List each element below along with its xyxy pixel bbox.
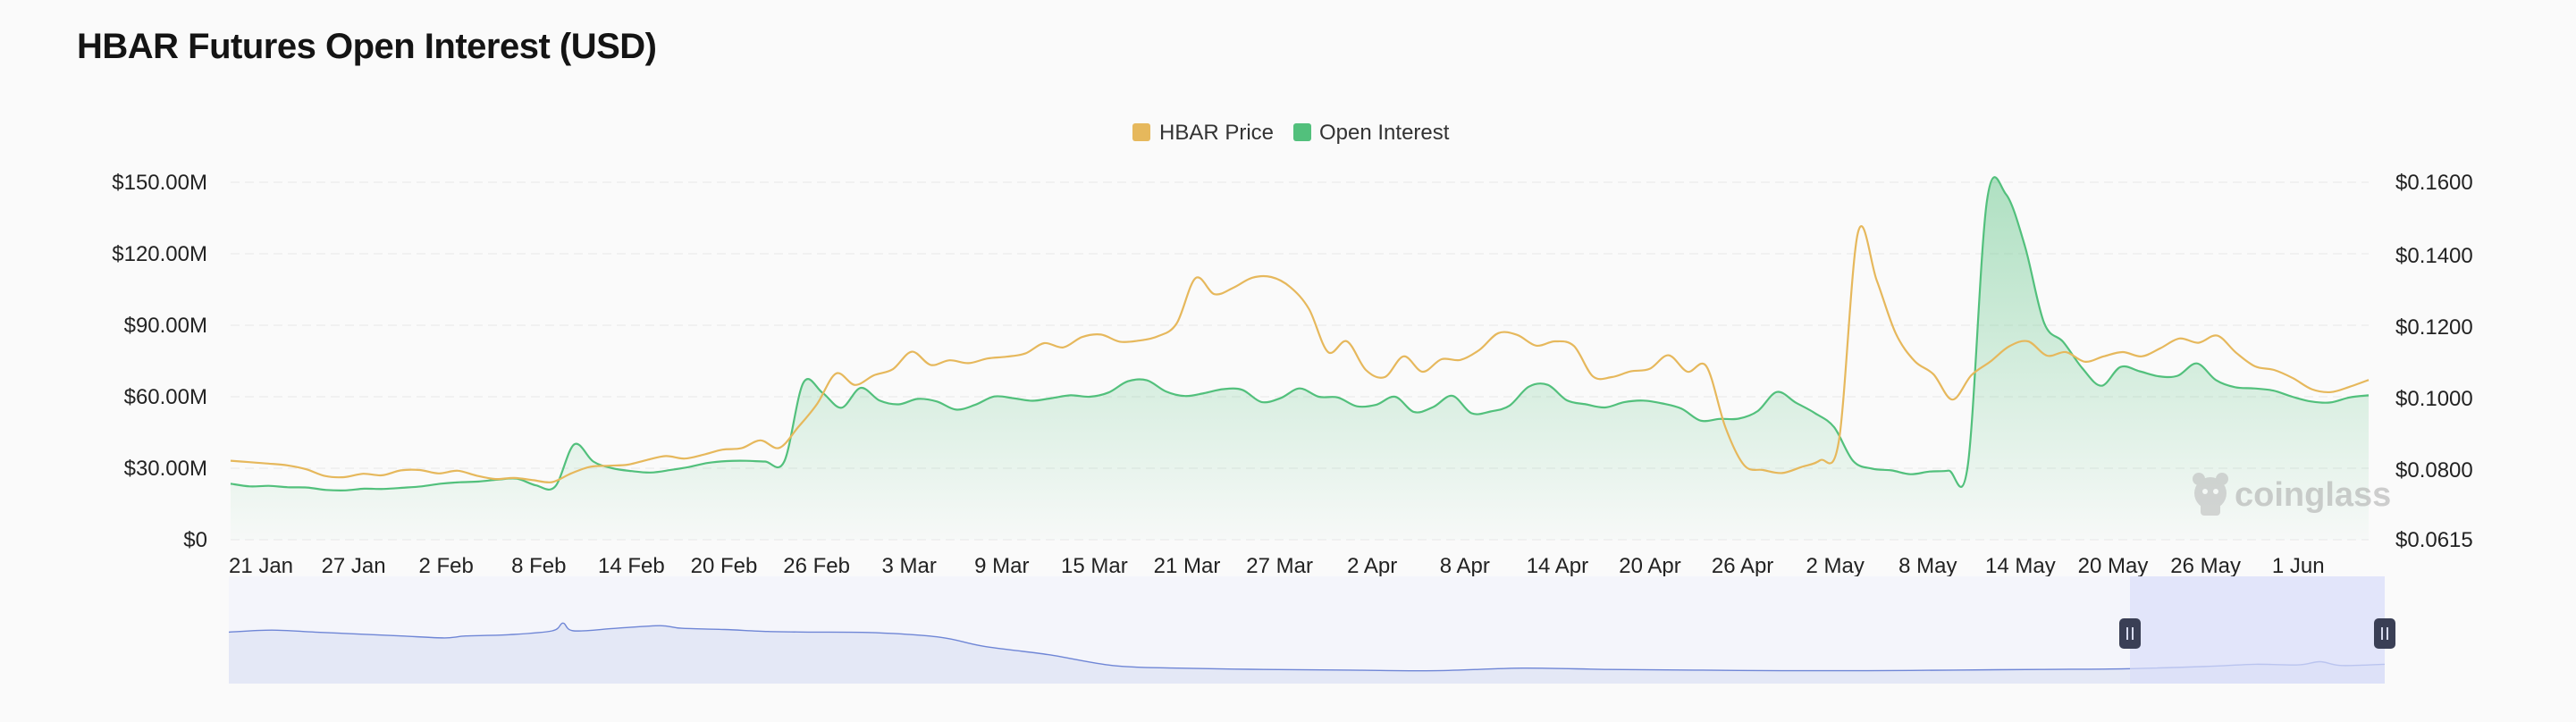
coinglass-watermark: coinglass [2193, 473, 2391, 516]
x-tick-label: 2 Apr [1347, 554, 1397, 578]
y-right-tick-label: $0.1000 [2395, 387, 2473, 411]
legend-swatch-price [1132, 123, 1150, 141]
x-tick-label: 9 Mar [974, 554, 1029, 578]
y-left-tick-label: $150.00M [112, 171, 207, 195]
x-tick-label: 27 Jan [322, 554, 386, 578]
x-tick-label: 26 May [2170, 554, 2241, 578]
x-tick-label: 14 Feb [598, 554, 665, 578]
x-tick-label: 2 May [1806, 554, 1865, 578]
navigator-handle-right[interactable] [2374, 618, 2395, 649]
x-tick-label: 8 Feb [511, 554, 566, 578]
x-tick-label: 14 Apr [1527, 554, 1588, 578]
legend-item-price[interactable]: HBAR Price [1132, 121, 1274, 145]
y-right-tick-label: $0.1600 [2395, 171, 2473, 195]
x-tick-label: 14 May [1985, 554, 2056, 578]
y-right-tick-label: $0.0615 [2395, 528, 2473, 552]
x-tick-label: 2 Feb [419, 554, 474, 578]
x-tick-label: 1 Jun [2272, 554, 2325, 578]
y-left-tick-label: $0 [183, 528, 207, 552]
y-left-tick-label: $90.00M [124, 314, 207, 338]
hbar-price-line [230, 225, 2370, 483]
page-title: HBAR Futures Open Interest (USD) [77, 27, 657, 66]
x-tick-label: 20 Apr [1619, 554, 1680, 578]
x-tick-label: 21 Jan [229, 554, 293, 578]
x-tick-label: 26 Feb [783, 554, 850, 578]
legend-label-price: HBAR Price [1159, 121, 1274, 145]
y-right-tick-label: $0.1400 [2395, 244, 2473, 268]
y-left-tick-label: $120.00M [112, 242, 207, 266]
legend-swatch-open-interest [1293, 123, 1311, 141]
navigator-line [228, 622, 2386, 672]
y-axis-left: $0 $30.00M $60.00M $90.00M $120.00M $150.00M [112, 171, 207, 552]
coinglass-wordmark: coinglass [2235, 476, 2391, 514]
y-right-tick-label: $0.0800 [2395, 458, 2473, 483]
x-tick-label: 8 Apr [1440, 554, 1490, 578]
legend: HBAR Price Open Interest [1132, 121, 1450, 145]
x-tick-label: 26 Apr [1712, 554, 1773, 578]
y-right-tick-label: $0.1200 [2395, 315, 2473, 340]
coinglass-logo-icon [2193, 473, 2228, 516]
x-tick-label: 21 Mar [1154, 554, 1221, 578]
x-tick-label: 15 Mar [1061, 554, 1128, 578]
navigator-selection[interactable] [2130, 576, 2385, 684]
legend-item-open-interest[interactable]: Open Interest [1293, 121, 1450, 145]
y-left-tick-label: $60.00M [124, 385, 207, 409]
x-axis: 21 Jan 27 Jan 2 Feb 8 Feb 14 Feb 20 Feb 26 Feb… [229, 554, 2325, 578]
navigator-handle-left[interactable] [2119, 618, 2141, 649]
legend-label-open-interest: Open Interest [1319, 121, 1450, 145]
navigator[interactable] [228, 576, 2395, 684]
navigator-area [229, 623, 2385, 684]
open-interest-line [230, 176, 2370, 491]
x-tick-label: 8 May [1898, 554, 1957, 578]
x-tick-label: 3 Mar [882, 554, 937, 578]
y-axis-right: $0.0615 $0.0800 $0.1000 $0.1200 $0.1400 $0.16… [2395, 171, 2473, 552]
open-interest-area [231, 177, 2369, 541]
x-tick-label: 20 Feb [691, 554, 758, 578]
x-tick-label: 20 May [2078, 554, 2149, 578]
x-tick-label: 27 Mar [1246, 554, 1313, 578]
y-left-tick-label: $30.00M [124, 457, 207, 481]
